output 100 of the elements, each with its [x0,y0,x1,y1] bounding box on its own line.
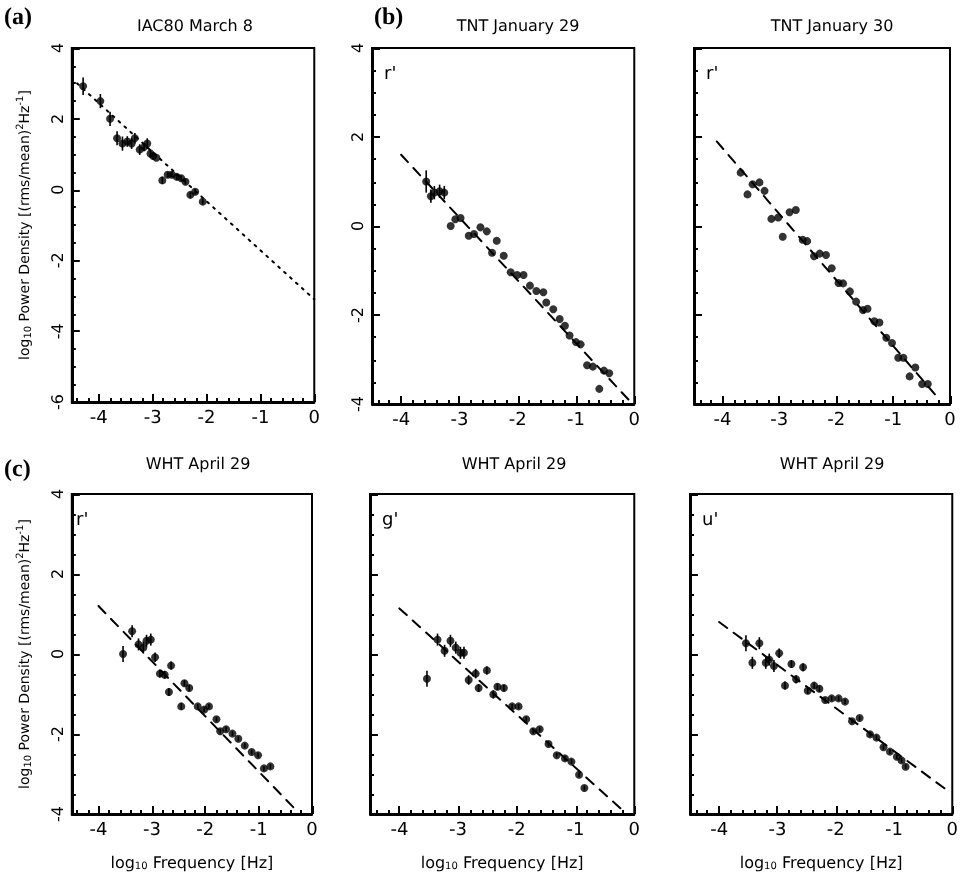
y-tick-label: 4 [48,488,67,500]
point [499,251,508,260]
point [539,288,548,297]
point [760,186,769,195]
point [741,639,750,648]
text: (a) [4,2,32,30]
x-tick-label: -3 [450,411,469,431]
y-tick-label: 2 [349,131,367,143]
point [506,268,515,277]
point [887,339,896,348]
point [492,236,501,245]
x-tick-label: -4 [392,411,411,431]
point [519,270,528,279]
annotation: r' [384,65,397,85]
x-tick-label: -4 [713,411,732,431]
point [588,362,597,371]
x-tick-label: -1 [885,821,903,841]
y-tick-label: -4 [48,806,67,822]
point [79,82,88,91]
x-tick-label: -4 [710,821,729,841]
x-tick-label: 0 [628,821,641,841]
x-tick-label: -2 [827,411,846,431]
x-tick-label: 0 [946,821,959,841]
x-tick-label: -4 [390,821,409,841]
x-tick-label: 0 [944,411,957,431]
point [595,384,604,393]
chart-title: IAC80 March 8 [136,17,254,35]
chart-title: TNT January 30 [768,17,894,35]
x-tick-label: -3 [770,411,789,431]
point [456,213,465,222]
point [565,331,574,340]
point [875,318,884,327]
point [605,369,614,378]
y-tick-label: -2 [48,252,67,269]
y-tick-label: 0 [48,648,67,660]
point [827,264,836,273]
y-tick-label: 4 [349,42,367,54]
y-tick-label: 2 [48,113,67,124]
point [803,237,812,246]
x-tick-label: -2 [826,821,845,841]
point [882,333,891,342]
point [555,315,564,323]
y-tick-label: 4 [48,42,67,54]
x-tick-label: -2 [196,821,215,841]
x-tick-label: -1 [884,411,903,431]
y-tick-label: 2 [48,568,67,580]
annotation: r' [76,511,89,531]
point [845,287,854,296]
text: (c) [4,454,31,482]
y-tick-label: -4 [48,323,67,340]
point [791,205,800,214]
x-tick-label: -1 [251,409,270,429]
point [852,297,861,306]
point [774,213,783,222]
point [899,353,908,362]
point [911,363,920,372]
point [422,674,431,683]
point [446,222,455,230]
x-tick-label: -1 [567,411,585,431]
point [839,279,848,288]
point [905,372,914,381]
chart-title: WHT April 29 [145,455,251,473]
point [748,180,757,189]
x-tick-label: -3 [142,821,161,841]
y-tick-label: -6 [48,394,67,410]
x-tick-label: -1 [566,821,585,841]
chart-title: TNT January 29 [454,17,580,35]
point [482,227,491,236]
point [422,177,431,186]
point [513,270,522,279]
point [923,379,932,388]
point [821,250,830,259]
x-tick-label: -3 [768,821,787,841]
y-tick-label: -2 [48,726,67,742]
y-tick-label: -2 [349,307,367,323]
point [560,321,569,330]
x-tick-label: -3 [449,821,468,841]
x-tick-label: -2 [197,409,216,429]
annotation: u' [702,511,719,531]
point [778,232,787,241]
point [542,298,551,307]
point [755,178,764,187]
y-tick-label: -4 [349,396,367,412]
x-tick-label: -2 [508,411,527,431]
point [488,248,497,257]
point [470,230,478,239]
point [736,168,745,177]
point [767,214,776,223]
x-tick-label: -3 [143,409,162,429]
chart-title: WHT April 29 [779,455,885,473]
point [549,305,558,314]
x-tick-label: 0 [308,409,321,429]
x-tick-label: 0 [306,821,319,841]
y-tick-label: 0 [48,184,67,195]
point [743,190,752,199]
y-tick-label: 0 [349,220,367,232]
point [576,340,585,349]
point [119,650,128,658]
point [532,286,541,295]
x-tick-label: 0 [628,411,641,431]
